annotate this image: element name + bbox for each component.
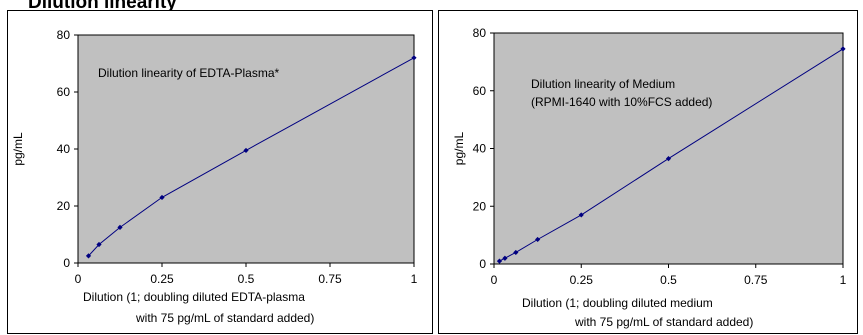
x-tick-label: 0.75 xyxy=(744,273,768,287)
plot-area xyxy=(493,32,844,265)
x-tick-label: 0.75 xyxy=(318,272,342,286)
page-heading-fragment: Dilution linearity xyxy=(28,0,177,13)
data-point-marker xyxy=(513,249,519,256)
y-tick-label: 80 xyxy=(473,26,487,40)
y-tick-label: 20 xyxy=(57,199,71,213)
data-point-marker xyxy=(502,255,508,261)
x-axis-label-line-1: Dilution (1; doubling diluted EDTA-plasm… xyxy=(83,290,305,304)
y-tick-label: 80 xyxy=(57,28,71,42)
chart-title-line-1: Dilution linearity of Medium xyxy=(531,77,675,91)
chart-title-line-2: (RPMI-1640 with 10%FCS added) xyxy=(531,95,712,109)
y-tick-label: 40 xyxy=(473,142,487,156)
data-point-marker xyxy=(243,147,249,154)
data-point-marker xyxy=(96,241,102,248)
x-axis-label-line-1: Dilution (1; doubling diluted medium xyxy=(522,296,713,310)
chart-edta-plasma: 0 20 40 60 80 0 0.25 0.5 0.75 1 pg/mL Dilution (1; … xyxy=(11,28,418,325)
chart-medium: 0 20 40 60 80 0 0.25 0.5 0.75 1 pg/mL Dilution (1; … xyxy=(452,26,847,329)
y-tick-label: 0 xyxy=(479,257,486,271)
x-axis-label-line-2: with 75 pg/mL of standard added) xyxy=(574,315,753,329)
x-axis-label-line-2: with 75 pg/mL of standard added) xyxy=(135,311,314,325)
series-line xyxy=(88,57,415,257)
y-axis-label: pg/mL xyxy=(452,132,466,166)
y-tick-label: 60 xyxy=(473,84,487,98)
x-tick-label: 0 xyxy=(491,273,498,287)
data-point-marker xyxy=(840,46,846,52)
chart-title-line-1: Dilution linearity of EDTA-Plasma* xyxy=(98,66,280,80)
data-point-marker xyxy=(159,194,165,201)
y-tick-label: 40 xyxy=(57,142,71,156)
data-point-marker xyxy=(665,156,672,162)
x-tick-label: 0.5 xyxy=(238,272,255,286)
x-tick-label: 0.25 xyxy=(570,273,594,287)
x-tick-label: 1 xyxy=(840,273,847,287)
x-tick-label: 0.5 xyxy=(660,273,677,287)
y-tick-label: 20 xyxy=(473,199,487,213)
data-point-marker xyxy=(117,224,123,230)
y-axis-label: pg/mL xyxy=(11,132,25,166)
chart-panel-edta-plasma: 0 20 40 60 80 0 0.25 0.5 0.75 1 pg/mL Dilution (1; … xyxy=(7,10,433,334)
data-point-marker xyxy=(496,258,503,264)
chart-panel-medium: 0 20 40 60 80 0 0.25 0.5 0.75 1 pg/mL Dilution (1; … xyxy=(438,10,858,334)
x-tick-label: 1 xyxy=(411,272,418,286)
x-tick-label: 0 xyxy=(75,272,82,286)
y-tick-label: 60 xyxy=(57,85,71,99)
x-tick-label: 0.25 xyxy=(150,272,174,286)
data-point-marker xyxy=(578,212,584,218)
data-point-marker xyxy=(411,55,417,61)
y-tick-label: 0 xyxy=(63,256,70,270)
data-point-marker xyxy=(85,253,92,259)
data-point-marker xyxy=(535,236,541,243)
